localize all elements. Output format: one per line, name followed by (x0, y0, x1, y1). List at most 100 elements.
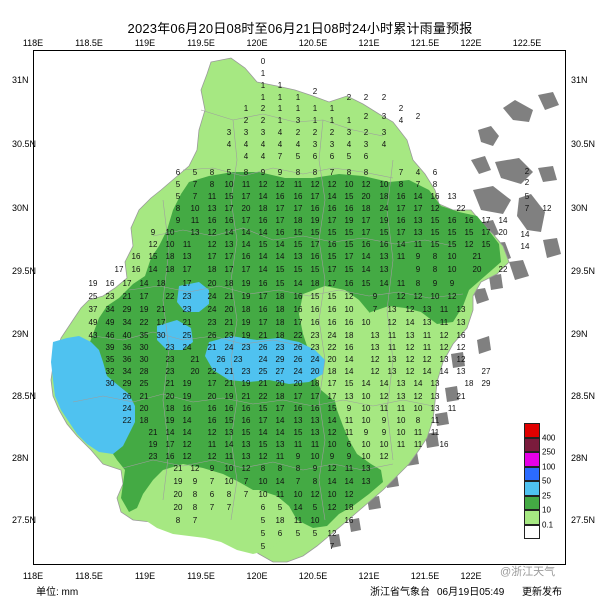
rain-value: 16 (380, 240, 389, 249)
rain-value: 16 (328, 318, 337, 327)
rain-value: 20 (328, 355, 337, 364)
rain-value: 7 (193, 180, 198, 189)
rain-value: 16 (294, 192, 303, 201)
rain-value: 21 (225, 379, 234, 388)
lon-tick-top: 120E (246, 38, 268, 48)
rain-value: 14 (294, 503, 303, 512)
rain-value: 17 (183, 265, 192, 274)
rain-value: 15 (345, 379, 354, 388)
rain-value: 1 (313, 116, 318, 125)
rain-value: 9 (176, 216, 181, 225)
rain-value: 11 (208, 440, 217, 449)
rain-value: 20 (191, 367, 200, 376)
rain-value: 26 (123, 392, 132, 401)
rain-value: 16 (225, 404, 234, 413)
rain-value: 14 (276, 477, 285, 486)
island (473, 288, 489, 304)
lon-tick-top: 118E (22, 38, 44, 48)
rain-value: 9 (193, 477, 198, 486)
lon-tick-bottom: 120.5E (298, 571, 328, 581)
rain-value: 13 (414, 216, 423, 225)
rain-value: 3 (382, 112, 387, 121)
rain-value: 17 (242, 216, 251, 225)
rain-area-light (137, 464, 285, 554)
rain-value: 49 (89, 318, 98, 327)
rain-value: 12 (149, 240, 158, 249)
county-border (92, 331, 304, 347)
rain-value: 12 (328, 464, 337, 473)
rain-value: 19 (183, 392, 192, 401)
rain-value: 27 (276, 367, 285, 376)
rain-value: 17 (362, 216, 371, 225)
rain-value: 36 (123, 355, 132, 364)
rain-value: 7 (416, 180, 421, 189)
rain-value: 21 (191, 355, 200, 364)
rain-value: 15 (328, 228, 337, 237)
rain-value: 5 (261, 516, 266, 525)
rain-value: 39 (106, 343, 115, 352)
rain-value: 14 (242, 240, 251, 249)
rain-value: 1 (330, 104, 335, 113)
rain-value: 19 (242, 331, 251, 340)
rain-value: 21 (208, 343, 217, 352)
rain-value: 23 (225, 331, 234, 340)
rain-value: 0 (261, 57, 266, 66)
rain-value: 36 (123, 343, 132, 352)
rain-value: 7 (330, 542, 335, 551)
rain-value: 8 (433, 252, 438, 261)
rain-value: 6 (433, 168, 438, 177)
lon-tick-bottom: 121.5E (410, 571, 440, 581)
island (495, 158, 533, 184)
rain-value: 8 (244, 168, 249, 177)
rain-value: 27 (482, 367, 491, 376)
rain-value: 22 (208, 367, 217, 376)
rain-value: 18 (345, 503, 354, 512)
rain-value: 8 (313, 477, 318, 486)
rain-value: 7 (244, 490, 249, 499)
rain-value: 23 (208, 318, 217, 327)
lat-tick-right: 30.5N (571, 139, 596, 149)
rain-value: 12 (543, 204, 552, 213)
rain-value: 12 (208, 428, 217, 437)
rain-value: 16 (311, 404, 320, 413)
rain-value: 20 (174, 503, 183, 512)
rain-value: 30 (140, 343, 149, 352)
county-border (162, 199, 170, 501)
rain-value: 15 (448, 240, 457, 249)
rain-value: 8 (278, 464, 283, 473)
island (509, 260, 529, 280)
rain-value: 9 (296, 452, 301, 461)
rain-value: 15 (380, 228, 389, 237)
rain-value: 20 (311, 367, 320, 376)
rain-value: 15 (294, 428, 303, 437)
rain-value: 8 (227, 490, 232, 499)
rain-value: 7 (330, 168, 335, 177)
rain-value: 10 (225, 477, 234, 486)
island (445, 386, 459, 402)
rain-value: 8 (176, 516, 181, 525)
rain-value: 20 (473, 265, 482, 274)
rain-value: 13 (191, 228, 200, 237)
island (489, 274, 503, 290)
rain-value: 1 (278, 81, 283, 90)
rain-band-25-50 (205, 336, 325, 384)
rain-value: 23 (106, 292, 115, 301)
rain-value: 17 (311, 192, 320, 201)
rain-value: 10 (311, 452, 320, 461)
rain-value: 24 (328, 331, 337, 340)
rain-value: 12 (457, 343, 466, 352)
rain-value: 16 (208, 404, 217, 413)
rain-value: 12 (406, 355, 415, 364)
rain-value: 16 (294, 404, 303, 413)
rain-value: 13 (371, 343, 380, 352)
lon-tick-bottom: 118.5E (75, 571, 103, 581)
rain-value: 5 (347, 152, 352, 161)
rain-value: 11 (345, 428, 354, 437)
rain-value: 5 (278, 503, 283, 512)
rain-value: 16 (242, 252, 251, 261)
rain-value: 15 (225, 192, 234, 201)
rain-value: 13 (242, 440, 251, 449)
rain-value: 14 (225, 440, 234, 449)
rain-value: 17 (259, 416, 268, 425)
rain-value: 17 (294, 318, 303, 327)
